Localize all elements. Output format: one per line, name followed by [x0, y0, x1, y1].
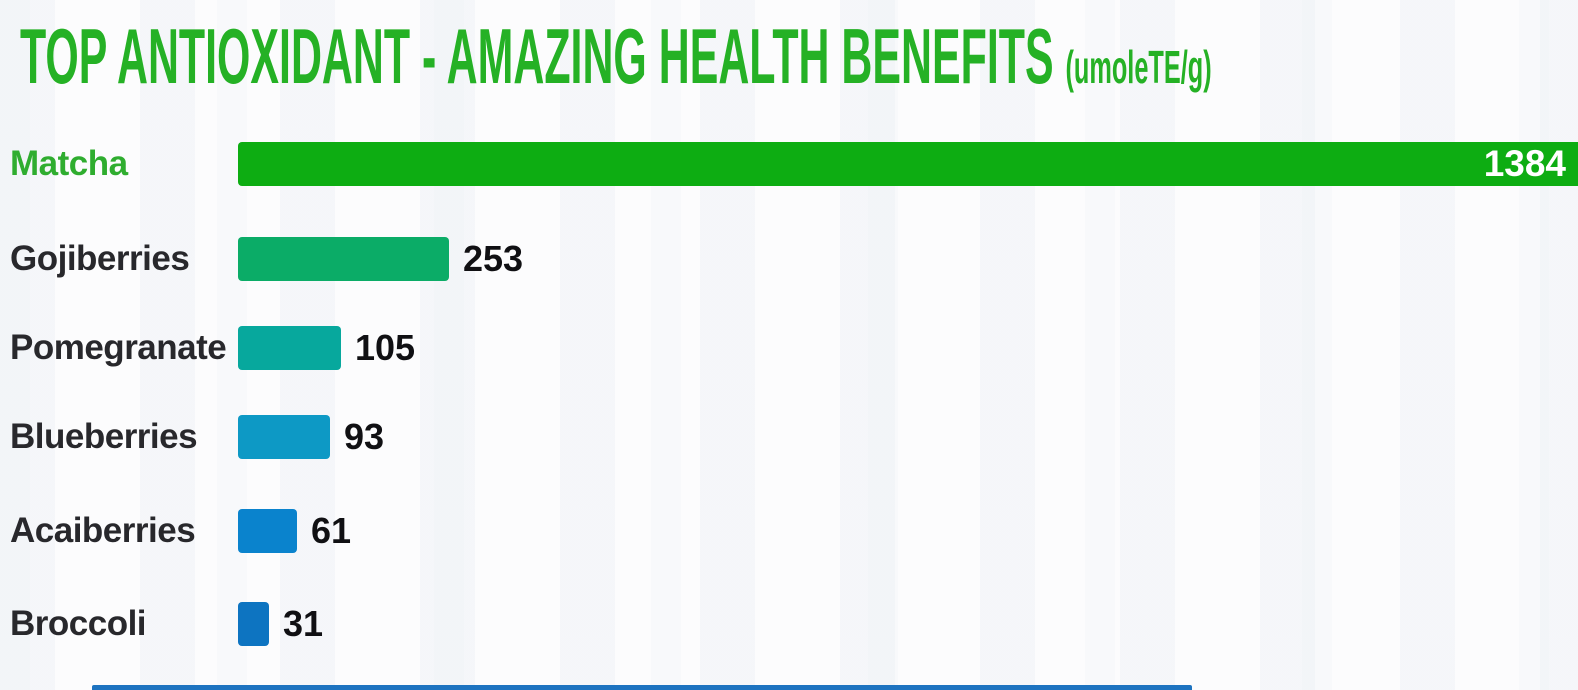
value-label-acaiberries: 61 [311, 510, 352, 551]
bar-row-pomegranate: Pomegranate 105 [0, 326, 1578, 370]
category-label-blueberries: Blueberries [10, 417, 198, 456]
chart-title: TOP ANTIOXIDANT - AMAZING HEALTH BENEFIT… [20, 12, 1212, 100]
category-label-broccoli: Broccoli [10, 604, 147, 643]
bar-gojiberries [238, 237, 449, 281]
bar-row-gojiberries: Gojiberries 253 [0, 237, 1578, 281]
value-label-broccoli: 31 [283, 603, 324, 644]
cropped-next-bar-strip [92, 685, 1192, 690]
bar-blueberries [238, 415, 330, 459]
category-label-matcha: Matcha [10, 144, 128, 183]
bar-acaiberries [238, 509, 297, 553]
bar-broccoli [238, 602, 269, 646]
bar-track: 105 [238, 326, 1578, 370]
bar-pomegranate [238, 326, 341, 370]
bar-track: 93 [238, 415, 1578, 459]
chart-title-main: TOP ANTIOXIDANT - AMAZING HEALTH BENEFIT… [20, 12, 1054, 100]
bar-row-matcha: Matcha 1384 [0, 142, 1578, 186]
bar-matcha: 1384 [238, 142, 1578, 186]
chart-title-unit: (umoleTE/g) [1065, 41, 1212, 93]
bar-track: 31 [238, 602, 1578, 646]
category-label-gojiberries: Gojiberries [10, 239, 190, 278]
bar-row-broccoli: Broccoli 31 [0, 602, 1578, 646]
bar-row-blueberries: Blueberries 93 [0, 415, 1578, 459]
value-label-blueberries: 93 [344, 416, 385, 457]
bar-track: 1384 [238, 142, 1578, 186]
bar-track: 253 [238, 237, 1578, 281]
bar-track: 61 [238, 509, 1578, 553]
category-label-acaiberries: Acaiberries [10, 511, 196, 550]
value-label-matcha: 1384 [1483, 143, 1566, 184]
value-label-gojiberries: 253 [463, 238, 524, 279]
value-label-pomegranate: 105 [355, 327, 416, 368]
bar-row-acaiberries: Acaiberries 61 [0, 509, 1578, 553]
category-label-pomegranate: Pomegranate [10, 328, 227, 367]
